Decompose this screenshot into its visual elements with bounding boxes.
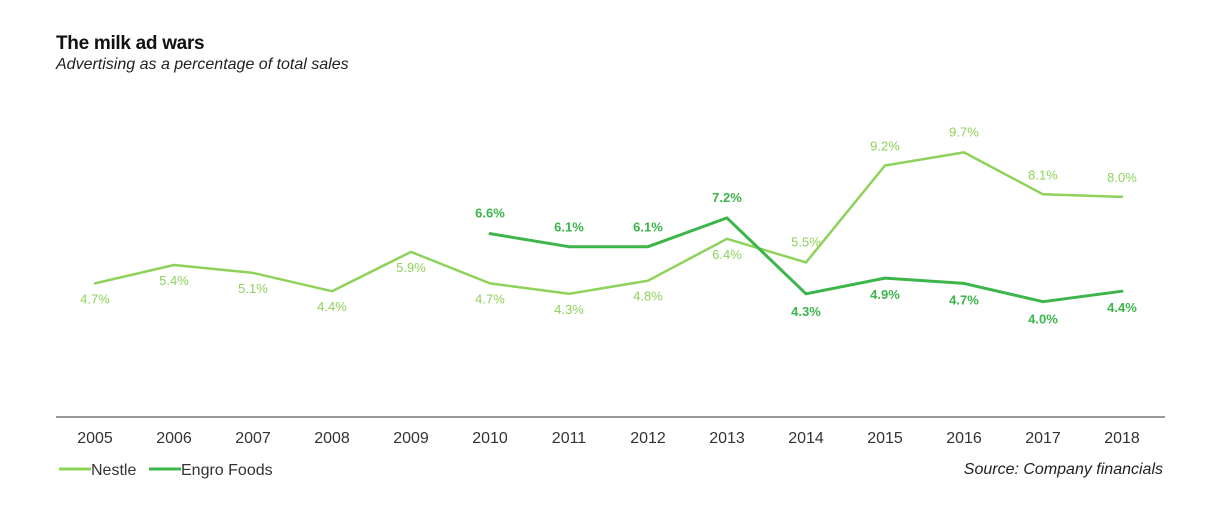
data-label-nestle-2018: 8.0%	[1107, 170, 1137, 185]
x-tick-label-2017: 2017	[1025, 430, 1061, 447]
series-line-engro-foods	[488, 216, 1124, 304]
x-tick-label-2015: 2015	[867, 430, 903, 447]
chart-title: The milk ad wars	[56, 33, 205, 54]
series-line-nestle	[93, 151, 1124, 296]
data-label-nestle-2015: 9.2%	[870, 139, 900, 154]
data-label-nestle-2014: 5.5%	[791, 234, 821, 249]
x-tick-label-2006: 2006	[156, 430, 192, 447]
data-label-nestle-2013: 6.4%	[712, 247, 742, 262]
data-label-nestle-2009: 5.9%	[396, 260, 426, 275]
chart-subtitle: Advertising as a percentage of total sal…	[56, 56, 349, 73]
data-label-nestle-2007: 5.1%	[238, 281, 268, 296]
data-label-engro-foods-2011: 6.1%	[554, 220, 584, 235]
data-label-nestle-2006: 5.4%	[159, 273, 189, 288]
legend-label-nestle: Nestle	[91, 462, 136, 479]
data-label-nestle-2016: 9.7%	[949, 124, 979, 139]
data-label-nestle-2010: 4.7%	[475, 291, 505, 306]
data-label-engro-foods-2014: 4.3%	[791, 304, 821, 319]
data-label-nestle-2011: 4.3%	[554, 302, 584, 317]
x-tick-label-2014: 2014	[788, 430, 824, 447]
data-label-nestle-2017: 8.1%	[1028, 167, 1058, 182]
data-label-engro-foods-2015: 4.9%	[870, 287, 900, 302]
data-label-engro-foods-2012: 6.1%	[633, 220, 663, 235]
x-tick-label-2016: 2016	[946, 430, 982, 447]
data-label-engro-foods-2018: 4.4%	[1107, 300, 1137, 315]
x-tick-label-2013: 2013	[709, 430, 745, 447]
x-tick-label-2009: 2009	[393, 430, 429, 447]
x-tick-label-2010: 2010	[472, 430, 508, 447]
legend-label-engro-foods: Engro Foods	[181, 462, 273, 479]
x-tick-label-2005: 2005	[77, 430, 113, 447]
chart-source: Source: Company financials	[963, 461, 1163, 478]
x-tick-label-2007: 2007	[235, 430, 271, 447]
x-tick-label-2011: 2011	[552, 430, 587, 447]
data-label-nestle-2012: 4.8%	[633, 289, 663, 304]
data-label-nestle-2005: 4.7%	[80, 291, 110, 306]
x-tick-label-2008: 2008	[314, 430, 350, 447]
data-label-engro-foods-2017: 4.0%	[1028, 312, 1058, 327]
data-label-engro-foods-2016: 4.7%	[949, 292, 979, 307]
x-tick-label-2018: 2018	[1104, 430, 1140, 447]
data-label-engro-foods-2013: 7.2%	[712, 190, 742, 205]
data-label-engro-foods-2010: 6.6%	[475, 206, 505, 221]
x-tick-label-2012: 2012	[630, 430, 666, 447]
data-label-nestle-2008: 4.4%	[317, 299, 347, 314]
